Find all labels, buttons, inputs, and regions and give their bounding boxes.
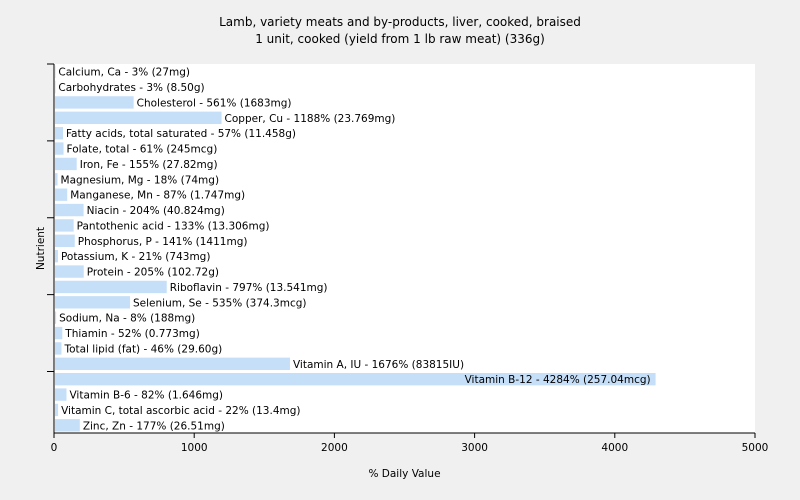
- bar: [55, 311, 57, 324]
- x-tick-label: 4000: [601, 442, 628, 454]
- bar: [55, 296, 131, 309]
- bar-label: Cholesterol - 561% (1683mg): [137, 97, 292, 109]
- bar-label: Folate, total - 61% (245mcg): [67, 144, 218, 156]
- bar-label: Niacin - 204% (40.824mg): [87, 205, 225, 217]
- bar: [55, 80, 56, 94]
- bar: [55, 280, 167, 294]
- bar: [55, 326, 63, 340]
- bar: [55, 373, 656, 386]
- bar: [55, 234, 75, 247]
- bar-label: Copper, Cu - 1188% (23.769mg): [225, 113, 396, 125]
- chart-title: Lamb, variety meats and by-products, liv…: [219, 15, 581, 29]
- chart-title-block: Lamb, variety meats and by-products, liv…: [0, 14, 800, 48]
- bar-label: Vitamin B-12 - 4284% (257.04mcg): [465, 374, 651, 386]
- x-tick-label: 2000: [321, 442, 348, 454]
- bar: [55, 157, 77, 171]
- bar: [55, 203, 84, 217]
- bar: [55, 96, 134, 109]
- bar-label: Calcium, Ca - 3% (27mg): [58, 67, 190, 79]
- chart-subtitle: 1 unit, cooked (yield from 1 lb raw meat…: [255, 32, 545, 46]
- x-tick-label: 5000: [742, 442, 769, 454]
- bar-label: Potassium, K - 21% (743mg): [61, 251, 211, 263]
- bar: [55, 142, 64, 155]
- bar-label: Total lipid (fat) - 46% (29.60g): [63, 343, 222, 355]
- plot-area: [54, 64, 755, 433]
- bar: [55, 127, 63, 140]
- x-tick-label: 1000: [181, 442, 208, 454]
- bar-label: Thiamin - 52% (0.773mg): [64, 328, 200, 340]
- bar-label: Riboflavin - 797% (13.541mg): [170, 282, 328, 294]
- bar: [55, 342, 62, 355]
- ticks-layer: 0 1000 2000 3000 4000 5000: [47, 63, 769, 454]
- bar-label: Phosphorus, P - 141% (1411mg): [78, 236, 248, 248]
- bar-label: Magnesium, Mg - 18% (74mg): [61, 174, 220, 186]
- bar-label: Sodium, Na - 8% (188mg): [59, 313, 195, 325]
- y-axis-title: Nutrient: [35, 227, 47, 270]
- bar-label: Vitamin C, total ascorbic acid - 22% (13…: [61, 405, 300, 417]
- bar-label: Iron, Fe - 155% (27.82mg): [80, 159, 218, 171]
- bar: [55, 219, 74, 232]
- bar: [55, 111, 222, 124]
- bar-label: Selenium, Se - 535% (374.3mcg): [133, 297, 307, 309]
- bars-layer: Calcium, Ca - 3% (27mg) Carbohydrates - 3…: [55, 65, 656, 432]
- x-tick-label: 0: [51, 442, 58, 454]
- bar: [55, 357, 290, 370]
- bar-label: Carbohydrates - 3% (8.50g): [58, 82, 204, 94]
- bar: [55, 250, 58, 263]
- bar-label: Manganese, Mn - 87% (1.747mg): [70, 190, 245, 202]
- bar: [55, 388, 67, 401]
- bar-label: Vitamin A, IU - 1676% (83815IU): [293, 359, 464, 371]
- bar: [55, 265, 84, 278]
- bar-label: Pantothenic acid - 133% (13.306mg): [77, 220, 270, 232]
- bar: [55, 419, 80, 432]
- bar-label: Fatty acids, total saturated - 57% (11.4…: [66, 128, 296, 140]
- bar: [55, 188, 68, 201]
- bar: [55, 173, 58, 186]
- bar: [55, 65, 56, 78]
- bar-label: Zinc, Zn - 177% (26.51mg): [83, 420, 225, 432]
- bar-label: Protein - 205% (102.72g): [87, 267, 219, 279]
- x-tick-label: 3000: [461, 442, 488, 454]
- x-axis-title: % Daily Value: [368, 468, 440, 480]
- bar: [55, 403, 59, 417]
- bar-label: Vitamin B-6 - 82% (1.646mg): [69, 390, 223, 402]
